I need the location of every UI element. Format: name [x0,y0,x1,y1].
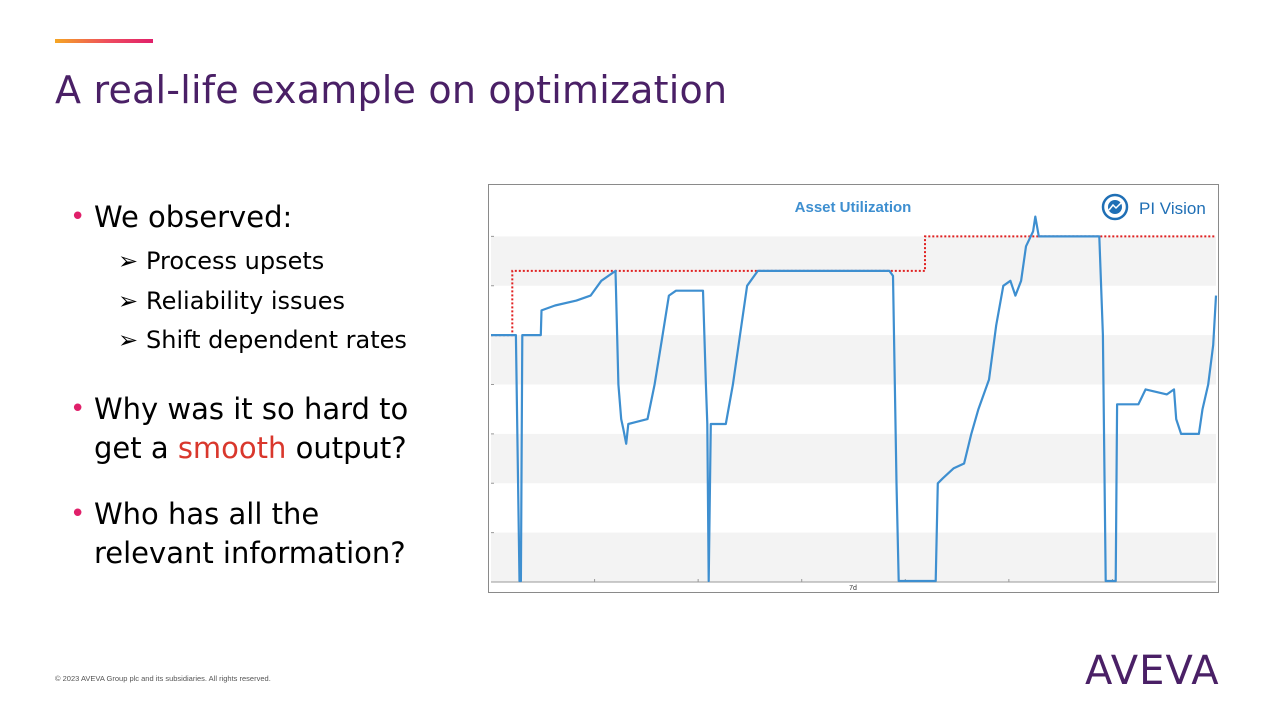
arrow-icon: ➢ [118,326,139,354]
grid-band [491,433,1216,484]
bullet-smooth-line1: Why was it so hard to [94,392,409,426]
pi-vision-icon-glyph [1108,202,1122,211]
bullet-dot: • [70,394,86,424]
asset-utilization-chart: Asset Utilization PI Vision 7d [488,184,1219,593]
sub-bullet-label: Process upsets [146,247,325,275]
copyright-text: © 2023 AVEVA Group plc and its subsidiar… [55,674,271,683]
accent-bar [55,39,153,43]
sub-bullet-label: Shift dependent rates [146,326,407,354]
x-axis-label: 7d [849,585,857,592]
bullet-observed-text: We observed: [94,200,293,234]
series-actual-line [491,215,1218,583]
arrow-icon: ➢ [118,287,139,315]
sub-bullet-label: Reliability issues [146,287,346,315]
sub-bullet-reliability: ➢ Reliability issues [118,286,345,316]
pi-vision-label: PI Vision [1139,199,1206,218]
bullet-dot: • [70,499,86,529]
pi-vision-badge[interactable]: PI Vision [1101,193,1206,221]
bullet-smooth-pre: get a [94,431,178,465]
grid-band [491,335,1216,385]
smooth-highlight: smooth [177,431,287,465]
sub-bullet-process-upsets: ➢ Process upsets [118,246,324,276]
grid-band [491,532,1216,582]
aveva-logo: AVEVA [1085,648,1220,694]
bullet-smooth-line2: get a smooth output? [94,429,407,468]
arrow-icon: ➢ [118,247,139,275]
grid-bands [491,236,1216,582]
bullet-info-line1: Who has all the [94,497,320,531]
grid-band [491,236,1216,286]
bullet-info-line2: relevant information? [94,536,406,570]
axis-ticks [491,235,1216,583]
series-lines [491,215,1218,583]
pi-vision-icon [1101,193,1129,221]
bullet-dot: • [70,202,86,232]
chart-svg: Asset Utilization PI Vision 7d [491,193,1218,592]
chart-title: Asset Utilization [795,199,912,216]
sub-bullet-shift-rates: ➢ Shift dependent rates [118,325,407,355]
bullet-smooth-post: output? [286,431,407,465]
slide-title: A real-life example on optimization [55,68,728,112]
